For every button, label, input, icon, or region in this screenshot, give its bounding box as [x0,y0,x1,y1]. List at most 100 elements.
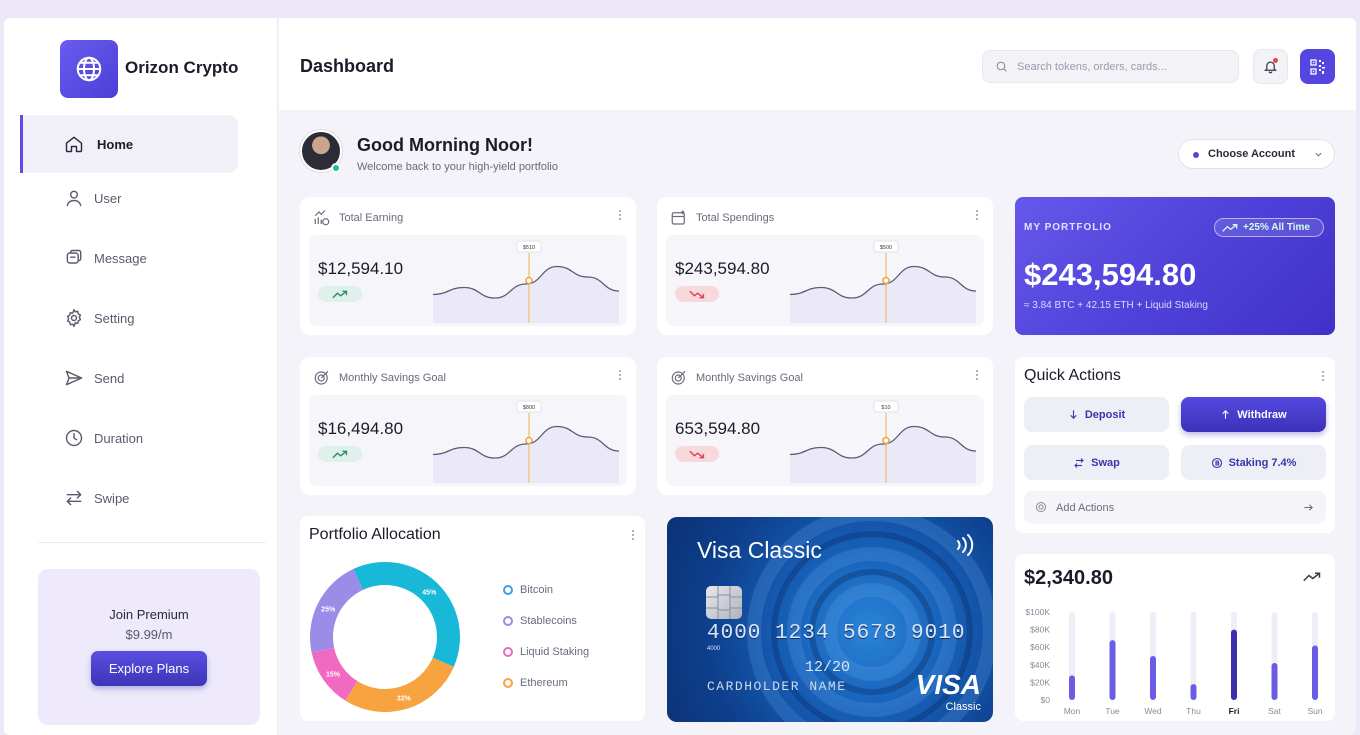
weekly-bar-chart-card: $2,340.80 $0 $20K $40K $60K $80K $100K Mon Tue W… [1015,554,1335,721]
message-icon [66,249,82,264]
more-icon[interactable] [975,370,979,382]
trend-badge [318,446,362,462]
contactless-icon [957,534,974,556]
sparkline-point[interactable] [882,276,890,285]
premium-price: $9.99/m [125,627,173,642]
staking-label: Staking 7.4% [1228,456,1297,469]
bar-sat[interactable] [1271,663,1278,700]
bar-wed[interactable] [1150,656,1156,700]
sparkline-point[interactable] [882,436,890,445]
trending-up-icon [332,290,348,298]
more-icon[interactable] [631,530,635,542]
more-icon[interactable] [1321,371,1325,383]
withdraw-button[interactable]: Withdraw [1181,397,1326,432]
more-icon[interactable] [618,370,622,382]
sidebar-item-label: Setting [94,310,135,326]
donut-slice-bitcoin[interactable] [345,657,454,712]
x-tick-label: Fri [1229,706,1240,716]
sidebar-item-send[interactable]: Send [20,349,238,407]
sidebar-item-home[interactable]: Home [20,115,238,173]
trending-up-icon [332,450,348,458]
greeting-subtitle: Welcome back to your high-yield portfoli… [357,161,558,173]
sparkline-tooltip [873,240,899,253]
arrow-right-icon [1304,504,1313,511]
sidebar-item-message[interactable]: Message [20,229,238,287]
sparkline-tooltip-text: $510 [523,245,535,251]
sparkline-tooltip [873,400,899,413]
sparkline-line [432,425,620,459]
search-box[interactable] [982,50,1239,83]
brand-name: Orizon Crypto [125,58,239,77]
sparkline: $10 [789,400,977,483]
sparkline-area [790,426,976,483]
stat-card: Total Earning $12,594.10 $510 [300,197,636,335]
legend-item[interactable]: Ethereum [503,677,568,689]
x-tick-label: Sun [1307,706,1322,716]
choose-account-select[interactable]: Choose Account [1178,139,1335,169]
donut-slice-ethereum[interactable] [353,562,460,667]
stat-value: $16,494.80 [318,419,404,438]
add-actions-label: Add Actions [1056,501,1115,514]
stat-icon [671,370,686,385]
stat-inner-panel: 653,594.80 $10 [666,395,984,486]
sparkline-point[interactable] [525,436,533,445]
x-tick-label: Thu [1186,706,1201,716]
bar-sun[interactable] [1312,645,1318,700]
y-tick-label: $80K [1030,625,1050,635]
page-title: Dashboard [300,56,395,76]
sparkline-line [432,265,620,299]
stat-card: Total Spendings $243,594.80 $500 [657,197,993,335]
sidebar-divider [38,542,266,543]
search-input[interactable] [1017,57,1229,77]
sidebar-item-user[interactable]: User [20,169,238,227]
card-pattern [747,517,993,722]
sparkline-area [790,266,976,323]
gear-icon [66,308,82,328]
sidebar-item-swipe[interactable]: Swipe [20,469,238,527]
more-icon[interactable] [618,210,622,222]
donut-slice-stablecoins[interactable] [311,647,358,701]
account-dot [1193,152,1199,158]
x-tick-label: Mon [1064,706,1081,716]
bar-tue[interactable] [1109,640,1116,700]
sidebar-item-label: Home [97,136,134,152]
trending-down-icon [689,450,705,458]
bar-mon[interactable] [1069,675,1075,700]
logo[interactable] [60,40,118,98]
legend-marker [503,616,513,626]
deposit-button[interactable]: Deposit [1024,397,1169,432]
qr-code-button[interactable] [1300,49,1335,84]
sidebar-item-setting[interactable]: Setting [20,289,238,347]
legend-item[interactable]: Liquid Staking [503,646,589,658]
trending-down-icon [689,290,705,298]
bar-track [1190,612,1197,700]
notification-button[interactable] [1253,49,1288,84]
explore-plans-button[interactable]: Explore Plans [91,651,207,686]
staking-button[interactable]: Staking 7.4% [1181,445,1326,480]
legend-marker [503,678,513,688]
bar-thu[interactable] [1190,684,1197,700]
swap-arrows-icon [66,490,82,506]
stat-icon [314,210,330,226]
sidebar-item-duration[interactable]: Duration [20,409,238,467]
stat-value: 653,594.80 [675,419,761,438]
portfolio-allocation-card: Portfolio Allocation 45% 32% 15% 25% Bitcoi… [300,516,645,721]
legend-label: Stablecoins [520,615,577,627]
x-tick-label: Tue [1105,706,1120,716]
donut-slice-label: 15% [326,671,341,678]
legend-item[interactable]: Bitcoin [503,584,553,596]
choose-account-label: Choose Account [1208,148,1295,160]
swap-label: Swap [1091,456,1120,469]
stat-card: Monthly Savings Goal $16,494.80 $800 [300,357,636,495]
swap-button[interactable]: Swap [1024,445,1169,480]
sparkline-point[interactable] [525,276,533,285]
more-icon[interactable] [975,210,979,222]
legend-item[interactable]: Stablecoins [503,615,577,627]
donut-slice-liquid-staking[interactable] [310,569,364,653]
coin-icon [1211,457,1222,468]
add-actions-button[interactable]: Add Actions [1024,491,1326,524]
visa-card[interactable]: Visa Classic 4000 1234 5678 9010 4000 12… [667,517,993,722]
y-tick-label: $40K [1030,660,1050,670]
greeting-title: Good Morning Noor! [357,135,533,155]
bar-fri[interactable] [1231,629,1237,700]
